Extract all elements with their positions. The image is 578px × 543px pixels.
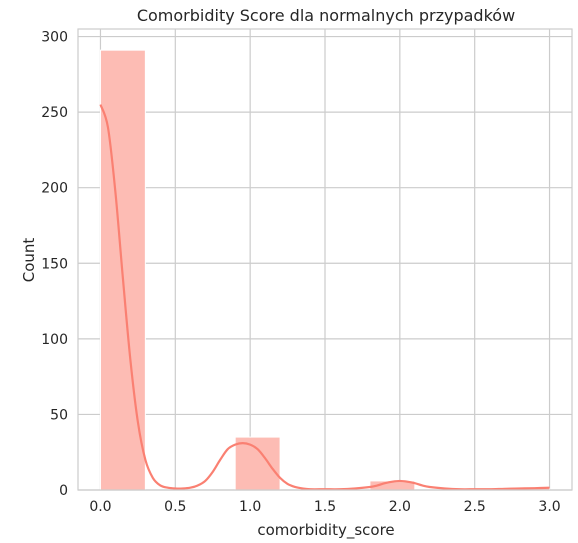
y-tick-label: 200 (41, 181, 68, 197)
y-tick-labels: 0 50 100 150 200 250 300 (41, 30, 68, 499)
y-tick-label: 150 (41, 256, 68, 272)
x-tick-label: 2.0 (389, 499, 411, 515)
x-tick-label: 1.0 (239, 499, 261, 515)
x-tick-label: 2.5 (464, 499, 486, 515)
x-tick-label: 3.0 (538, 499, 560, 515)
kde-curve (99, 104, 550, 491)
y-tick-label: 50 (50, 407, 68, 423)
y-axis-label: Count (20, 238, 38, 283)
y-tick-label: 100 (41, 332, 68, 348)
x-tick-label: 0.0 (89, 499, 111, 515)
x-axis-label: comorbidity_score (257, 521, 394, 540)
kde-line (99, 104, 550, 491)
plot-frame (77, 28, 573, 491)
x-tick-labels: 0.0 0.5 1.0 1.5 2.0 2.5 3.0 (89, 499, 560, 515)
chart-title: Comorbidity Score dla normalnych przypad… (137, 6, 515, 25)
x-tick-label: 1.5 (314, 499, 336, 515)
y-tick-label: 250 (41, 105, 68, 121)
x-tick-label: 0.5 (164, 499, 186, 515)
histogram-bar (234, 436, 281, 491)
y-tick-label: 0 (59, 483, 68, 499)
grid (78, 29, 572, 491)
y-tick-label: 300 (41, 30, 68, 46)
